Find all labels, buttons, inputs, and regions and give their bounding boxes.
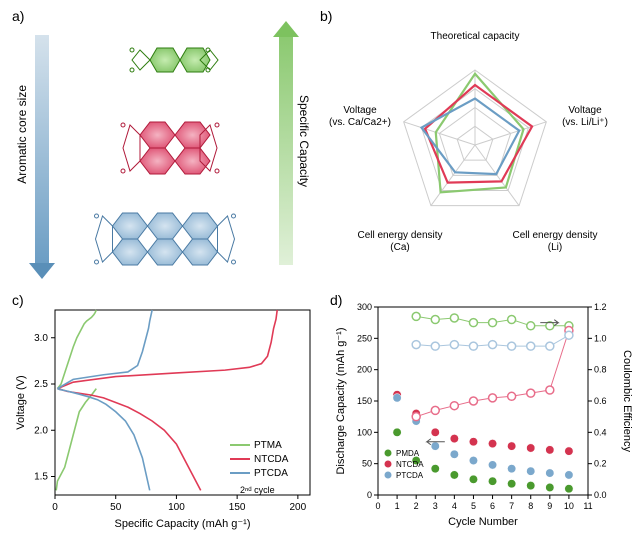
svg-text:0.0: 0.0 — [594, 490, 607, 500]
svg-text:0: 0 — [367, 490, 372, 500]
svg-text:Specific Capacity (mAh g⁻¹): Specific Capacity (mAh g⁻¹) — [114, 518, 250, 530]
arrow-specific-capacity — [279, 35, 293, 265]
svg-text:300: 300 — [357, 302, 372, 312]
svg-text:0: 0 — [375, 501, 380, 511]
svg-text:PMDA: PMDA — [396, 449, 420, 458]
svg-text:50: 50 — [110, 502, 122, 513]
svg-text:NTCDA: NTCDA — [254, 454, 289, 465]
svg-text:50: 50 — [362, 459, 372, 469]
molecule-ptcda — [83, 200, 258, 275]
svg-text:7: 7 — [509, 501, 514, 511]
svg-text:Voltage (V): Voltage (V) — [15, 375, 27, 429]
radar-axis-2: Cell energy density(Li) — [500, 230, 610, 254]
svg-text:200: 200 — [290, 502, 307, 513]
svg-text:PTCDA: PTCDA — [254, 468, 288, 479]
panel-b-radar: Theoretical capacity Voltage(vs. Li/Li⁺)… — [320, 15, 630, 275]
svg-text:2.0: 2.0 — [34, 425, 48, 436]
svg-text:1.5: 1.5 — [34, 472, 48, 483]
radar-axis-0: Theoretical capacity — [425, 31, 525, 43]
svg-text:6: 6 — [490, 501, 495, 511]
svg-text:Coulombic Efficiency: Coulombic Efficiency — [621, 350, 633, 452]
radar-axis-3: Cell energy density(Ca) — [345, 230, 455, 254]
svg-text:100: 100 — [357, 427, 372, 437]
svg-text:PTCDA: PTCDA — [396, 471, 424, 480]
svg-text:2ⁿᵈ cycle: 2ⁿᵈ cycle — [240, 485, 275, 495]
svg-text:150: 150 — [229, 502, 246, 513]
radar-axis-1: Voltage(vs. Li/Li⁺) — [550, 105, 620, 129]
svg-text:9: 9 — [547, 501, 552, 511]
svg-text:3: 3 — [433, 501, 438, 511]
svg-text:2.5: 2.5 — [34, 379, 48, 390]
svg-text:200: 200 — [357, 365, 372, 375]
molecule-ptma — [115, 30, 225, 90]
svg-text:3.0: 3.0 — [34, 333, 48, 344]
svg-text:0.8: 0.8 — [594, 365, 607, 375]
svg-text:1.0: 1.0 — [594, 333, 607, 343]
svg-text:PTMA: PTMA — [254, 440, 282, 451]
svg-text:4: 4 — [452, 501, 457, 511]
molecule-ntcda — [105, 110, 235, 180]
svg-text:100: 100 — [168, 502, 185, 513]
svg-text:Discharge Capacity (mAh g⁻¹): Discharge Capacity (mAh g⁻¹) — [335, 327, 347, 474]
svg-text:Cycle Number: Cycle Number — [448, 516, 518, 528]
panel-d-cycling: 0 1 2 3 4 5 6 7 8 9 10 11 0 50 100 150 200 250 300 0.0 0.2 0.… — [330, 295, 635, 535]
svg-text:150: 150 — [357, 396, 372, 406]
svg-text:0.4: 0.4 — [594, 427, 607, 437]
svg-text:0.6: 0.6 — [594, 396, 607, 406]
svg-text:1.2: 1.2 — [594, 302, 607, 312]
svg-text:2: 2 — [414, 501, 419, 511]
label-specific-capacity: Specific Capacity — [297, 95, 311, 187]
panel-a: Aromatic core size Specific Capacity — [15, 15, 305, 275]
svg-text:8: 8 — [528, 501, 533, 511]
svg-text:11: 11 — [583, 501, 592, 511]
svg-text:NTCDA: NTCDA — [396, 460, 424, 469]
radar-axis-4: Voltage(vs. Ca/Ca2+) — [320, 105, 400, 129]
voltage-capacity-chart: 0 50 100 150 200 1.5 2.0 2.5 3.0 Specific Capacit… — [10, 295, 320, 535]
panel-c-voltage-capacity: 0 50 100 150 200 1.5 2.0 2.5 3.0 Specific Capacit… — [10, 295, 320, 535]
molecule-stack — [75, 25, 265, 275]
svg-text:0.2: 0.2 — [594, 459, 607, 469]
svg-text:5: 5 — [471, 501, 476, 511]
svg-text:0: 0 — [52, 502, 58, 513]
cycling-chart: 0 1 2 3 4 5 6 7 8 9 10 11 0 50 100 150 200 250 300 0.0 0.2 0.… — [330, 295, 635, 535]
svg-text:250: 250 — [357, 333, 372, 343]
svg-text:1: 1 — [395, 501, 400, 511]
svg-text:10: 10 — [564, 501, 574, 511]
arrow-aromatic-core — [35, 35, 49, 265]
label-aromatic-core: Aromatic core size — [15, 85, 29, 184]
